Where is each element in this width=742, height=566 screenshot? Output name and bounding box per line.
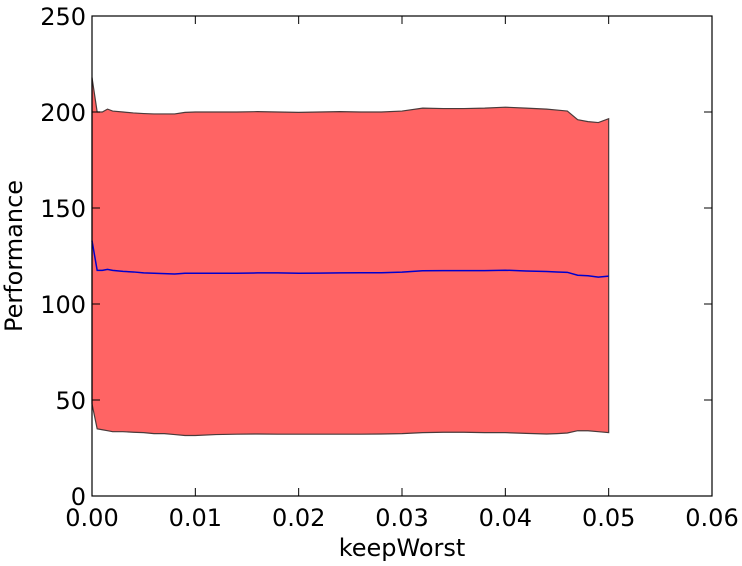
y-axis-label: Performance	[0, 180, 28, 332]
x-tick-label: 0.03	[375, 504, 428, 532]
x-tick-label: 0.04	[479, 504, 532, 532]
x-tick-label: 0.02	[272, 504, 325, 532]
plot-area	[91, 77, 610, 437]
x-tick-label: 0.00	[65, 504, 118, 532]
y-tick-label: 0	[71, 483, 86, 511]
y-tick-label: 250	[40, 3, 86, 31]
x-axis-label: keepWorst	[339, 534, 466, 562]
mean-line	[91, 240, 609, 278]
axes: 0.00 0.01 0.02 0.03 0.04 0.05 0.06 0 50 100 150 200…	[40, 3, 739, 532]
y-tick-label: 200	[40, 99, 86, 127]
y-tick-label: 150	[40, 195, 86, 223]
x-tick-label: 0.06	[685, 504, 738, 532]
x-tick-label: 0.05	[582, 504, 635, 532]
y-tick-label: 50	[55, 387, 86, 415]
x-tick-label: 0.01	[169, 504, 222, 532]
y-tick-label: 100	[40, 291, 86, 319]
band-area	[91, 77, 610, 437]
